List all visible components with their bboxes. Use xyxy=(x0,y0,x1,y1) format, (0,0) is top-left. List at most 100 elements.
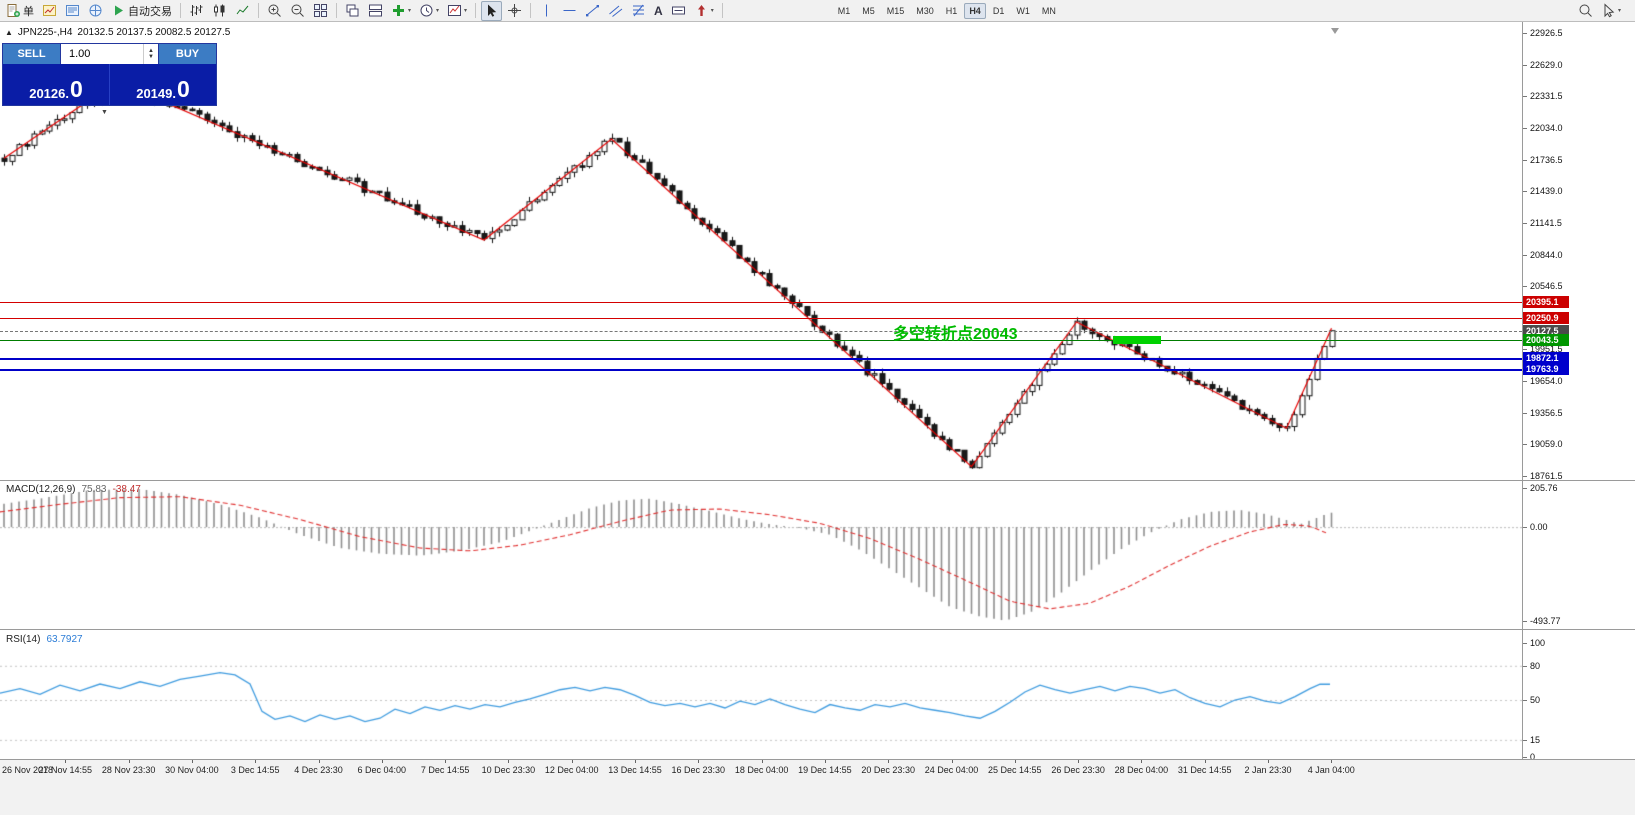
price-tick-label: 21141.5 xyxy=(1530,217,1562,228)
price-level-tag-20043.5[interactable]: 20043.5 xyxy=(1523,333,1569,346)
search-button[interactable] xyxy=(1575,1,1596,21)
stepper-up-icon[interactable]: ▲ xyxy=(148,48,154,54)
sell-price[interactable]: 20126. 0 xyxy=(3,64,109,105)
volume-value[interactable]: 1.00 xyxy=(69,48,91,60)
timeframe-m30[interactable]: M30 xyxy=(916,5,934,16)
timeframe-h1[interactable]: H1 xyxy=(945,5,958,16)
toolbar-divider xyxy=(721,3,723,18)
timeframe-w1[interactable]: W1 xyxy=(1016,5,1030,16)
price-tick-label: 22926.5 xyxy=(1530,28,1563,38)
price-chart-canvas[interactable] xyxy=(0,22,1522,480)
buy-price-big-digit: 0 xyxy=(176,76,190,103)
timeframe-m1[interactable]: M1 xyxy=(837,5,851,16)
price-tick-label: 21736.5 xyxy=(1530,154,1563,165)
sell-button[interactable]: SELL xyxy=(3,44,60,64)
horizontal-line-tool-button[interactable] xyxy=(559,1,580,21)
time-axis-label: 18 Dec 04:00 xyxy=(734,765,789,775)
channel-tool-button[interactable] xyxy=(605,1,626,21)
price-level-tag-20250.9[interactable]: 20250.9 xyxy=(1523,311,1569,324)
price-level-line-19763.9[interactable] xyxy=(0,369,1522,372)
price-axis-tick xyxy=(1523,476,1527,477)
price-axis-tick xyxy=(1523,254,1527,256)
price-level-line-20127.5[interactable] xyxy=(0,330,1522,332)
volume-stepper[interactable]: ▲ ▼ xyxy=(143,44,158,64)
vertical-line-tool-button[interactable] xyxy=(536,1,557,21)
trendline-tool-button[interactable] xyxy=(582,1,603,21)
price-level-line-19872.1[interactable] xyxy=(0,357,1522,360)
price-tick-label: 20844.0 xyxy=(1530,249,1563,260)
cascade-windows-button[interactable] xyxy=(342,1,363,21)
price-axis-tick xyxy=(1523,381,1527,383)
time-axis-tick xyxy=(381,760,383,763)
price-level-tag-20395.1[interactable]: 20395.1 xyxy=(1523,296,1569,309)
timeframe-h4[interactable]: H4 xyxy=(964,2,986,19)
price-level-line-20395.1[interactable] xyxy=(0,302,1522,304)
panel-separator[interactable] xyxy=(0,480,1635,481)
price-axis: 22926.5 22629.0 22331.5 22034.0 21736.5 21439… xyxy=(1523,0,1635,762)
price-tick-label: 19654.0 xyxy=(1530,376,1563,387)
timeframe-m15[interactable]: M15 xyxy=(886,5,905,16)
oneclick-toggle-icon[interactable]: ▲ xyxy=(5,28,13,37)
line-chart-button[interactable] xyxy=(232,1,253,21)
time-axis-label: 3 Dec 14:55 xyxy=(230,765,280,775)
buy-price[interactable]: 20149. 0 xyxy=(109,64,216,105)
text-tool-button[interactable]: A xyxy=(651,1,666,21)
price-axis-tick xyxy=(1523,96,1527,98)
macd-canvas[interactable] xyxy=(0,481,1522,628)
rsi-canvas[interactable] xyxy=(0,631,1522,758)
macd-axis-tick xyxy=(1523,621,1527,622)
chart-shift-marker-icon[interactable] xyxy=(1331,28,1339,34)
price-level-tag-19763.9[interactable]: 19763.9 xyxy=(1523,363,1569,376)
candlestick-chart-button[interactable] xyxy=(209,1,230,21)
panel-separator[interactable] xyxy=(0,629,1635,630)
new-order-button[interactable]: 单 xyxy=(3,1,37,21)
macd-name: MACD(12,26,9) xyxy=(6,484,76,495)
oneclick-collapse-icon[interactable]: ▼ xyxy=(101,109,108,116)
label-tool-button[interactable] xyxy=(668,1,689,21)
trendline-icon xyxy=(586,5,600,17)
time-axis-tick xyxy=(1268,760,1269,763)
period-button[interactable]: ▾ xyxy=(416,1,442,21)
time-axis-tick xyxy=(445,760,447,763)
new-chart-button[interactable] xyxy=(39,1,60,21)
price-tick-label: 19356.5 xyxy=(1530,407,1563,418)
buy-button[interactable]: BUY xyxy=(159,44,216,64)
add-indicator-button[interactable]: ▾ xyxy=(388,1,414,21)
bar-chart-button[interactable] xyxy=(186,1,207,21)
rsi-axis-label: 100 xyxy=(1530,638,1546,648)
price-level-line-20043.5[interactable] xyxy=(0,339,1522,341)
price-axis-tick xyxy=(1523,444,1527,446)
price-level-line-20250.9[interactable] xyxy=(0,317,1522,319)
crosshair-tool-button[interactable] xyxy=(504,1,525,21)
timeframe-d1[interactable]: D1 xyxy=(992,5,1005,16)
timeframe-mn[interactable]: MN xyxy=(1041,5,1056,16)
arrange-windows-button[interactable] xyxy=(365,1,386,21)
timeframe-m5[interactable]: M5 xyxy=(862,5,875,16)
time-axis-label: 2 Jan 23:30 xyxy=(1244,765,1292,775)
fibonacci-tool-button[interactable] xyxy=(628,1,649,21)
pointer-mode-button[interactable]: ▾ xyxy=(1598,1,1624,21)
stepper-down-icon[interactable]: ▼ xyxy=(148,54,154,60)
tile-windows-button[interactable] xyxy=(310,1,331,21)
arrows-tool-button[interactable]: ▾ xyxy=(691,1,717,21)
toolbar-divider xyxy=(180,3,181,18)
fibonacci-icon xyxy=(633,4,645,17)
one-click-trading-panel: SELL 1.00 ▲ ▼ BUY 20126. 0 20149. 0 xyxy=(2,43,217,106)
autotrade-button[interactable]: 自动交易 xyxy=(108,1,175,21)
market-watch-button[interactable] xyxy=(62,1,83,21)
dropdown-caret-icon: ▾ xyxy=(464,8,468,14)
zoom-in-button[interactable] xyxy=(264,1,285,21)
navigator-button[interactable] xyxy=(85,1,106,21)
volume-input[interactable]: 1.00 ▲ ▼ xyxy=(60,44,159,64)
time-axis-label: 25 Dec 14:55 xyxy=(988,765,1042,775)
template-button[interactable]: ▾ xyxy=(444,1,470,21)
rsi-axis-label: 15 xyxy=(1530,734,1541,745)
cascade-windows-icon xyxy=(346,4,359,17)
price-axis-tick xyxy=(1523,127,1527,129)
zoom-out-button[interactable] xyxy=(287,1,308,21)
tile-windows-icon xyxy=(314,4,327,17)
cursor-tool-button[interactable] xyxy=(481,0,503,21)
price-level-tag-19872.1[interactable]: 19872.1 xyxy=(1523,351,1569,364)
chart-annotation-text[interactable]: 多空转折点20043 xyxy=(893,326,1018,343)
highlight-segment[interactable] xyxy=(1113,335,1161,344)
